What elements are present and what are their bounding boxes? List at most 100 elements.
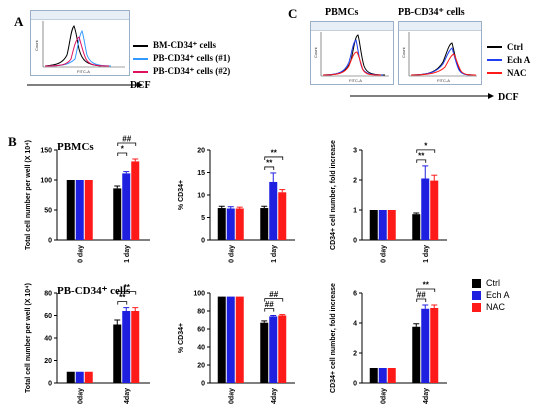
bar bbox=[66, 180, 75, 240]
significance-bracket bbox=[117, 291, 137, 295]
bar bbox=[269, 316, 278, 383]
panel-c-legend: Ctrl Ech A NAC bbox=[487, 40, 530, 79]
significance-marker: ** bbox=[418, 151, 425, 160]
significance-bracket bbox=[264, 308, 275, 312]
bar bbox=[122, 173, 131, 240]
y-tick-label: 0 bbox=[353, 381, 357, 388]
x-tick-label: 4day bbox=[271, 388, 278, 404]
panel-a-flow-xlabel: FITC-A bbox=[77, 69, 90, 74]
x-tick-label: 0day bbox=[228, 388, 235, 404]
significance-bracket bbox=[416, 149, 436, 153]
panel-b-row-title-pbmc: PBMCs bbox=[57, 141, 94, 153]
legend-item: Ctrl bbox=[472, 277, 510, 289]
panel-c-letter: C bbox=[288, 6, 298, 21]
bar bbox=[226, 296, 235, 383]
legend-label: Ech A bbox=[507, 54, 531, 65]
significance-bracket bbox=[264, 166, 275, 170]
y-tick-label: 0 bbox=[353, 238, 357, 245]
legend-item: PB-CD34⁺ cells (#1) bbox=[133, 52, 230, 65]
significance-bracket bbox=[117, 142, 137, 146]
significance-bracket bbox=[416, 288, 436, 292]
y-tick-label: 5 bbox=[201, 215, 205, 222]
bar bbox=[113, 324, 122, 383]
y-axis-label: % CD34+ bbox=[178, 323, 185, 353]
y-axis-label: Total cell number per well (X 10⁴) bbox=[25, 140, 32, 250]
panel-b-row-title-cd34: PB-CD34⁺ cells bbox=[57, 285, 131, 297]
x-tick-label: 1 day bbox=[271, 245, 278, 263]
y-tick-label: 3 bbox=[353, 148, 357, 155]
significance-marker: ** bbox=[271, 148, 278, 157]
bar bbox=[66, 371, 75, 383]
legend-label: Ctrl bbox=[486, 278, 500, 288]
legend-label: PB-CD34⁺ cells (#2) bbox=[153, 66, 231, 76]
y-tick-label: 100 bbox=[193, 291, 205, 298]
bar bbox=[235, 208, 244, 240]
y-axis-label: Total cell number per well (X 10⁴) bbox=[25, 283, 32, 393]
bar bbox=[84, 180, 93, 240]
y-tick-label: 2 bbox=[353, 351, 357, 358]
significance-bracket bbox=[117, 152, 128, 156]
panel-c-flow-plot-pbmc: FITC-A Count bbox=[310, 21, 394, 85]
bar bbox=[260, 322, 269, 383]
bar bbox=[113, 188, 122, 240]
panel-c-flow-xlabel: FITC-A bbox=[349, 78, 362, 83]
significance-bracket bbox=[416, 298, 427, 302]
bar bbox=[421, 308, 430, 383]
y-tick-label: 6 bbox=[353, 291, 357, 298]
bar bbox=[387, 368, 396, 383]
bar bbox=[369, 210, 378, 240]
legend-label: BM-CD34⁺ cells bbox=[153, 40, 216, 50]
legend-item: Ech A bbox=[472, 289, 510, 301]
bar bbox=[131, 311, 140, 383]
bar bbox=[84, 371, 93, 383]
bar bbox=[378, 368, 387, 383]
bar bbox=[217, 208, 226, 240]
significance-bracket bbox=[117, 301, 128, 305]
significance-bracket bbox=[264, 156, 284, 160]
y-tick-label: 100 bbox=[40, 178, 52, 185]
y-tick-label: 15 bbox=[197, 170, 205, 177]
x-tick-label: 4day bbox=[423, 388, 430, 404]
bar bbox=[412, 214, 421, 240]
panel-c-flow-xlabel: FITC-A bbox=[437, 78, 450, 83]
bar bbox=[217, 296, 226, 383]
x-tick-label: 4day bbox=[124, 388, 131, 404]
y-tick-label: 50 bbox=[44, 208, 52, 215]
bar bbox=[75, 180, 84, 240]
bar bbox=[430, 308, 439, 383]
y-tick-label: 60 bbox=[44, 313, 52, 320]
y-tick-label: 4 bbox=[353, 321, 357, 328]
y-tick-label: 20 bbox=[44, 358, 52, 365]
x-tick-label: 0 day bbox=[77, 245, 84, 263]
panel-a-letter: A bbox=[14, 14, 24, 29]
significance-marker: ## bbox=[269, 290, 278, 299]
y-tick-label: 2 bbox=[353, 178, 357, 185]
y-tick-label: 40 bbox=[197, 345, 205, 352]
significance-bracket bbox=[416, 159, 427, 163]
panel-a-flow-plot: FITC-A Count bbox=[30, 10, 130, 76]
bar bbox=[430, 180, 439, 240]
significance-marker: ** bbox=[266, 158, 273, 167]
panel-c-flow-ylabel: Count bbox=[401, 46, 406, 58]
bar bbox=[75, 371, 84, 383]
legend-item: Ctrl bbox=[487, 40, 530, 53]
legend-item: NAC bbox=[487, 66, 530, 79]
bar bbox=[122, 311, 131, 383]
panel-b-legend: Ctrl Ech A NAC bbox=[472, 277, 510, 313]
bar bbox=[278, 315, 287, 383]
x-tick-label: 1 day bbox=[423, 245, 430, 263]
significance-marker: ## bbox=[265, 300, 274, 309]
x-tick-label: 1 day bbox=[124, 245, 131, 263]
significance-marker: ** bbox=[119, 293, 126, 302]
bar bbox=[269, 181, 278, 240]
bar bbox=[260, 208, 269, 240]
significance-marker: ## bbox=[417, 291, 426, 300]
panel-a-dcf-arrow bbox=[27, 82, 143, 88]
bar bbox=[369, 368, 378, 383]
significance-bracket bbox=[264, 298, 284, 302]
bar bbox=[235, 296, 244, 383]
panel-b-letter: B bbox=[8, 134, 17, 149]
panel-a-dcf-label: DCF bbox=[130, 80, 151, 91]
y-tick-label: 80 bbox=[197, 309, 205, 316]
